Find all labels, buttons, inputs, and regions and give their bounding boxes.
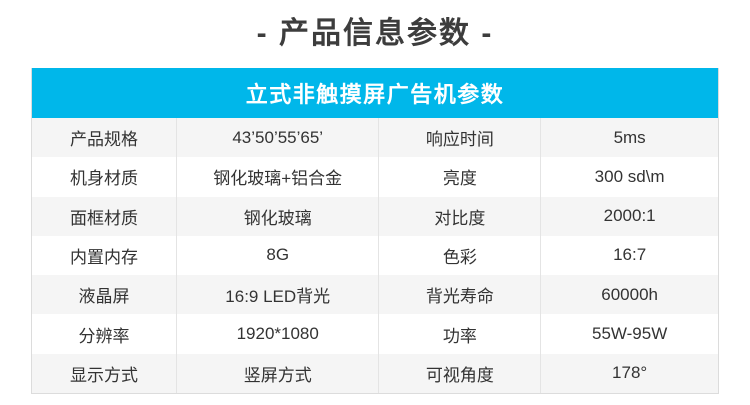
spec-value-left: 1920*1080 [176, 314, 378, 354]
spec-table: 立式非触摸屏广告机参数 产品规格 43’50’55’65’ 响应时间 5ms 机… [31, 68, 719, 394]
spec-label-left: 分辨率 [78, 326, 130, 346]
spec-label-left: 液晶屏 [78, 287, 130, 307]
spec-label-right: 亮度 [378, 157, 540, 197]
spec-label-right: 响应时间 [378, 118, 540, 158]
spec-label-left: 内置内存 [70, 247, 139, 267]
spec-label-left: 面框材质 [70, 208, 139, 228]
table-row: 机身材质 钢化玻璃+铝合金 亮度 300 sd\m [32, 157, 718, 197]
spec-value-right: 5ms [540, 118, 718, 158]
spec-value-right: 55W-95W [540, 314, 718, 354]
table-body: 产品规格 43’50’55’65’ 响应时间 5ms 机身材质 钢化玻璃+铝合金… [32, 118, 718, 393]
table-row: 液晶屏 16:9 LED背光 背光寿命 60000h [32, 275, 718, 315]
spec-label-left: 显示方式 [70, 365, 139, 385]
spec-label-right: 对比度 [378, 196, 540, 236]
spec-label-right: 背光寿命 [378, 275, 540, 315]
table-row: 内置内存 8G 色彩 16:7 [32, 235, 718, 276]
spec-label-right: 色彩 [378, 235, 540, 276]
spec-label-left: 产品规格 [70, 130, 139, 150]
spec-value-left: 43’50’55’65’ [176, 118, 378, 158]
spec-value-right: 178° [540, 353, 718, 393]
spec-value-left: 竖屏方式 [176, 353, 378, 393]
spec-value-right: 300 sd\m [540, 157, 718, 197]
spec-value-left: 钢化玻璃 [176, 196, 378, 236]
spec-value-left: 钢化玻璃+铝合金 [176, 157, 378, 197]
table-row: 显示方式 竖屏方式 可视角度 178° [32, 353, 718, 393]
spec-value-left: 16:9 LED背光 [176, 275, 378, 315]
spec-value-right: 60000h [540, 275, 718, 315]
spec-value-right: 16:7 [540, 235, 718, 276]
table-header: 立式非触摸屏广告机参数 [32, 68, 718, 118]
table-row: 分辨率 1920*1080 功率 55W-95W [32, 314, 718, 354]
table-row: 面框材质 钢化玻璃 对比度 2000:1 [32, 196, 718, 236]
spec-label-right: 功率 [378, 314, 540, 354]
page-title: - 产品信息参数 - [256, 17, 494, 50]
spec-label-right: 可视角度 [378, 353, 540, 393]
table-row: 产品规格 43’50’55’65’ 响应时间 5ms [32, 118, 718, 158]
spec-value-left: 8G [176, 235, 378, 276]
spec-value-right: 2000:1 [540, 196, 718, 236]
spec-label-left: 机身材质 [70, 169, 139, 189]
